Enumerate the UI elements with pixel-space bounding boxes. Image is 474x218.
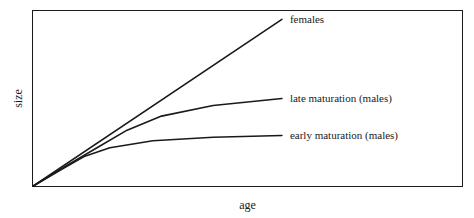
svg-text:females: females xyxy=(290,13,324,25)
svg-text:early maturation (males): early maturation (males) xyxy=(290,129,398,142)
svg-text:age: age xyxy=(239,198,256,212)
svg-text:late maturation (males): late maturation (males) xyxy=(290,92,392,105)
svg-text:size: size xyxy=(11,89,25,108)
